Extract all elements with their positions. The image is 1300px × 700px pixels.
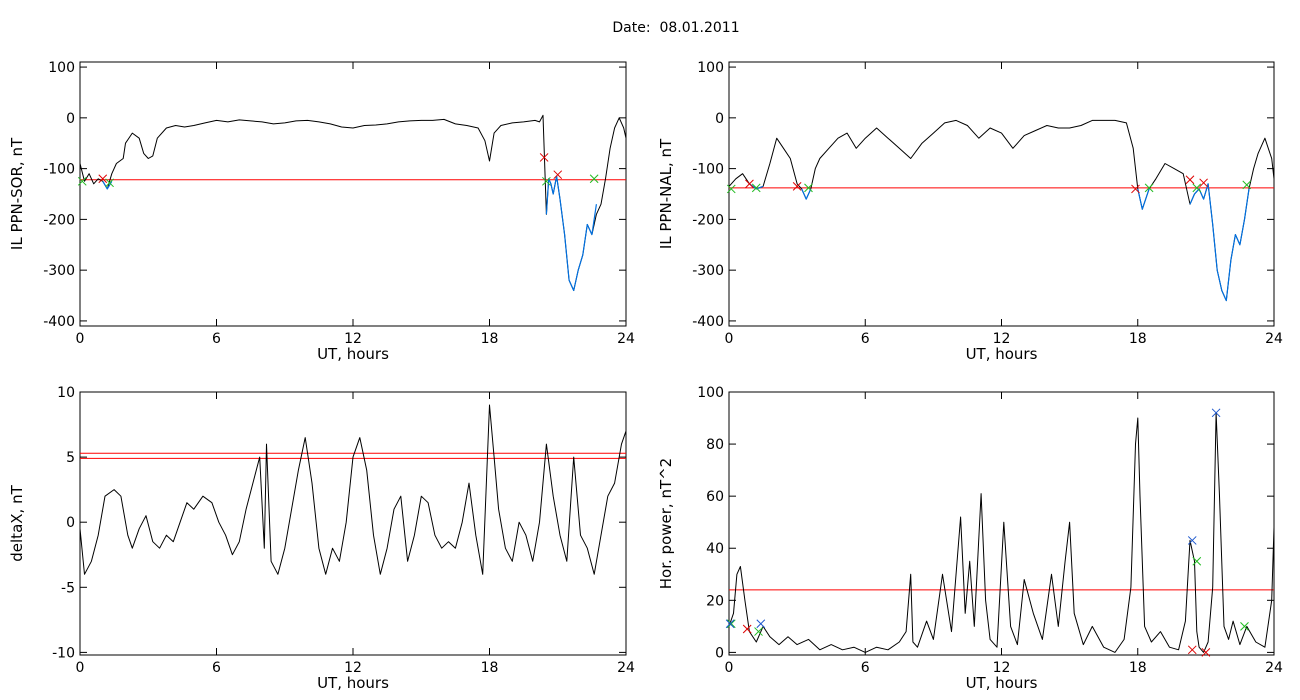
y-axis-label: IL PPN-NAL, nT — [657, 138, 675, 249]
y-tick-label: 0 — [715, 645, 724, 661]
start-marker — [754, 627, 763, 636]
start-marker — [1192, 556, 1202, 566]
event-segment-line — [545, 175, 597, 292]
y-tick-label: 0 — [66, 515, 75, 531]
start-marker — [726, 184, 736, 194]
end-marker — [792, 182, 802, 191]
plot-frame — [79, 61, 627, 327]
start-marker — [105, 178, 114, 188]
start-marker — [1192, 183, 1202, 193]
chart-panel-2: 0 6 12 18 24 100 0 -100 -200 -300 -400 UT, hours IL … — [657, 60, 1283, 363]
plot-frame — [728, 391, 1275, 656]
y-tick-label: 10 — [57, 385, 75, 401]
start-marker — [542, 176, 551, 186]
plot-frame — [79, 391, 627, 656]
y-tick-label: 5 — [66, 450, 75, 466]
x-tick-label: 6 — [861, 660, 870, 676]
y-tick-label: 20 — [706, 593, 724, 609]
data-series-line — [728, 119, 1275, 302]
x-tick-label: 12 — [344, 660, 362, 676]
x-tick-label: 18 — [1129, 660, 1147, 676]
peak-marker — [725, 619, 735, 629]
start-marker — [1240, 622, 1249, 631]
data-series-line — [728, 412, 1275, 653]
x-axis-label: UT, hours — [317, 345, 389, 363]
event-segment-line — [801, 188, 812, 200]
y-tick-label: 100 — [697, 385, 724, 401]
y-tick-label: -400 — [43, 314, 75, 330]
start-marker — [77, 176, 87, 186]
start-marker — [1242, 180, 1252, 190]
y-axis-label: Hor. power, nT^2 — [657, 458, 675, 589]
y-tick-label: 80 — [706, 437, 724, 453]
x-tick-label: 18 — [481, 331, 499, 347]
y-tick-label: -100 — [43, 162, 75, 178]
x-tick-label: 0 — [76, 660, 85, 676]
y-tick-label: -300 — [692, 263, 724, 279]
peak-marker — [1211, 408, 1221, 418]
x-tick-label: 24 — [617, 331, 635, 347]
plot-frame — [728, 61, 1275, 327]
peak-marker — [756, 619, 766, 629]
end-marker — [1131, 184, 1140, 194]
y-tick-label: -400 — [692, 314, 724, 330]
chart-panel-1: 0 6 12 18 24 100 0 -100 -200 -300 -400 UT, hours IL … — [8, 60, 635, 363]
start-marker — [804, 183, 813, 193]
y-tick-label: 0 — [66, 111, 75, 127]
y-tick-label: -10 — [52, 645, 75, 661]
y-tick-label: 60 — [706, 489, 724, 505]
y-tick-label: -300 — [43, 263, 75, 279]
end-marker — [1185, 175, 1195, 185]
end-marker — [553, 170, 563, 180]
event-segment-line — [1189, 183, 1250, 302]
end-marker — [1199, 178, 1208, 188]
end-marker — [742, 624, 752, 634]
y-tick-label: 0 — [715, 111, 724, 127]
y-tick-label: -100 — [692, 162, 724, 178]
x-tick-label: 12 — [993, 660, 1011, 676]
x-tick-label: 12 — [993, 331, 1011, 347]
end-marker — [98, 174, 108, 184]
start-marker — [1144, 183, 1154, 193]
x-tick-label: 24 — [617, 660, 635, 676]
x-axis-label: UT, hours — [966, 674, 1038, 692]
end-marker — [539, 153, 549, 162]
end-marker — [745, 179, 754, 189]
x-axis-label: UT, hours — [317, 674, 389, 692]
y-tick-label: -200 — [692, 212, 724, 228]
data-series-line — [79, 114, 627, 291]
x-tick-label: 24 — [1265, 660, 1283, 676]
y-tick-label: -5 — [61, 580, 75, 596]
event-segment-line — [1137, 188, 1150, 210]
start-marker — [589, 174, 599, 184]
start-marker — [751, 183, 761, 193]
x-tick-label: 6 — [212, 331, 221, 347]
end-marker — [1187, 645, 1197, 655]
y-axis-label: deltaX, nT — [8, 484, 26, 561]
y-tick-label: 100 — [48, 60, 75, 76]
x-tick-label: 24 — [1265, 331, 1283, 347]
end-marker — [1201, 648, 1211, 657]
y-tick-label: 40 — [706, 541, 724, 557]
peak-marker — [1187, 536, 1197, 545]
chart-panel-3: 0 6 12 18 24 10 5 0 -5 -10 UT, hours deltaX, nT — [8, 385, 635, 692]
x-tick-label: 18 — [481, 660, 499, 676]
y-tick-label: 100 — [697, 60, 724, 76]
x-tick-label: 18 — [1129, 331, 1147, 347]
x-tick-label: 0 — [725, 331, 734, 347]
x-tick-label: 0 — [76, 331, 85, 347]
x-tick-label: 0 — [725, 660, 734, 676]
x-tick-label: 6 — [861, 331, 870, 347]
data-series-line — [79, 404, 627, 575]
start-marker — [726, 619, 736, 629]
chart-panel-4: 0 6 12 18 24 100 80 60 40 20 0 UT, hours Hor. power,… — [657, 385, 1283, 692]
x-axis-label: UT, hours — [966, 345, 1038, 363]
y-tick-label: -200 — [43, 212, 75, 228]
y-axis-label: IL PPN-SOR, nT — [8, 137, 26, 250]
figure-title: Date: 08.01.2011 — [612, 20, 740, 36]
x-tick-label: 12 — [344, 331, 362, 347]
x-tick-label: 6 — [212, 660, 221, 676]
